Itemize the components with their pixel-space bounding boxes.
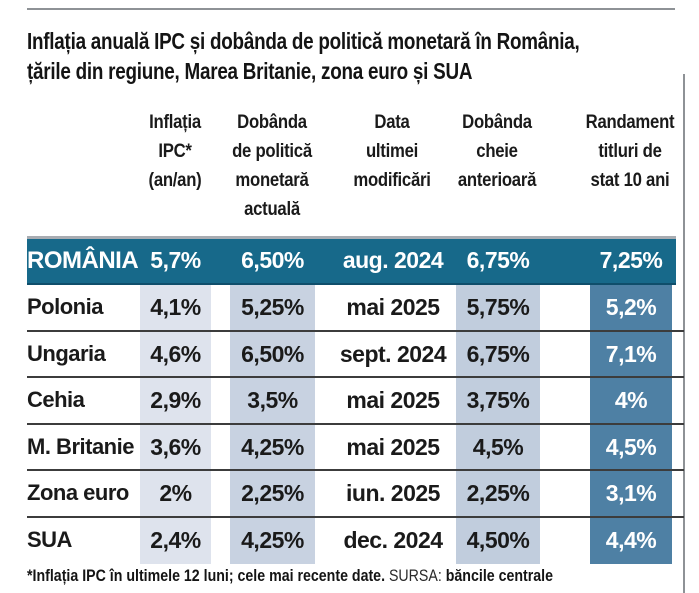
column-gap	[540, 518, 590, 565]
column-gap	[540, 378, 590, 423]
column-gap	[211, 239, 230, 283]
column-header-last-change: Data ultimei modificări	[353, 112, 431, 191]
column-gap	[315, 285, 330, 330]
table-row-ungaria: Ungaria 4,6% 6,50% sept. 2024 6,75% 7,1%	[27, 331, 684, 378]
column-gap	[211, 285, 230, 330]
column-gap	[672, 471, 684, 516]
chart-title: Inflația anuală IPC și dobânda de politi…	[27, 26, 667, 86]
right-border-rule	[683, 74, 685, 593]
cell-prev-rate: 6,75%	[456, 331, 540, 376]
column-gap	[315, 425, 330, 470]
cell-last-change: mai 2025	[346, 433, 440, 460]
cell-yield-10y: 7,25%	[599, 247, 663, 273]
cell-policy-rate: 6,50%	[230, 331, 315, 376]
cell-country: M. Britanie	[27, 433, 134, 459]
table-row-sua: SUA 2,4% 4,25% dec. 2024 4,50% 4,4%	[27, 517, 684, 565]
top-rule	[27, 8, 675, 10]
column-gap	[211, 518, 230, 565]
cell-yield-10y: 7,1%	[590, 331, 672, 376]
column-gap	[315, 518, 330, 565]
column-gap	[540, 239, 590, 283]
cell-country: Cehia	[27, 387, 85, 412]
column-header-inflation: Inflația IPC* (an/an)	[148, 112, 202, 191]
cell-policy-rate: 5,25%	[230, 285, 315, 330]
cell-policy-rate: 2,25%	[230, 471, 315, 516]
footnote: *Inflația IPC în ultimele 12 luni; cele …	[27, 564, 698, 588]
cell-country: Zona euro	[27, 480, 129, 505]
column-header-yield-10y: Randament titluri de stat 10 ani	[585, 112, 675, 191]
column-header-prev-rate: Dobânda cheie anterioară	[457, 112, 537, 191]
table-row-romania: ROMÂNIA 5,7% 6,50% aug. 2024 6,75% 7,25%	[27, 236, 676, 285]
column-gap	[540, 471, 590, 516]
cell-yield-10y: 4,4%	[590, 517, 672, 564]
column-gap	[540, 425, 590, 470]
cell-yield-10y: 5,2%	[590, 285, 672, 330]
cell-yield-10y: 3,1%	[590, 471, 672, 516]
column-gap	[315, 471, 330, 516]
source-label: SURSA:	[385, 567, 446, 585]
cell-yield-10y: 4,5%	[590, 424, 672, 469]
cell-prev-rate: 4,50%	[456, 517, 540, 564]
cell-country: Polonia	[27, 294, 103, 319]
column-gap	[540, 285, 590, 330]
cell-inflation: 5,7%	[150, 247, 201, 273]
cell-prev-rate: 5,75%	[456, 285, 540, 330]
chart-title-line-1: Inflația anuală IPC și dobânda de politi…	[27, 28, 580, 54]
cell-inflation: 4,6%	[140, 331, 211, 376]
column-gap	[315, 378, 330, 423]
column-gap	[211, 332, 230, 377]
cell-policy-rate: 6,50%	[241, 247, 304, 273]
column-gap	[672, 332, 684, 377]
column-header-policy-rate: Dobânda de politică monetară actuală	[232, 112, 312, 220]
source-value: băncile centrale	[445, 567, 554, 585]
column-gap	[540, 332, 590, 377]
column-gap	[672, 518, 684, 565]
table-row-zona-euro: Zona euro 2% 2,25% iun. 2025 2,25% 3,1%	[27, 471, 684, 518]
cell-last-change: sept. 2024	[339, 340, 447, 367]
cell-last-change: aug. 2024	[342, 247, 444, 273]
table-row-cehia: Cehia 2,9% 3,5% mai 2025 3,75% 4%	[27, 378, 684, 425]
column-gap	[211, 378, 230, 423]
table-row-polonia: Polonia 4,1% 5,25% mai 2025 5,75% 5,2%	[27, 285, 684, 332]
cell-inflation: 2,4%	[140, 517, 211, 564]
data-table: ROMÂNIA 5,7% 6,50% aug. 2024 6,75% 7,25%…	[27, 236, 684, 564]
column-gap	[672, 285, 684, 330]
cell-last-change: dec. 2024	[343, 526, 443, 553]
cell-country: SUA	[27, 526, 72, 552]
column-gap	[211, 425, 230, 470]
cell-prev-rate: 4,5%	[456, 424, 540, 469]
cell-prev-rate: 2,25%	[456, 471, 540, 516]
cell-last-change: mai 2025	[346, 387, 440, 413]
cell-policy-rate: 3,5%	[230, 378, 315, 423]
cell-policy-rate: 4,25%	[230, 424, 315, 469]
cell-inflation: 2,9%	[140, 378, 211, 423]
table-row-m-britanie: M. Britanie 3,6% 4,25% mai 2025 4,5% 4,5…	[27, 424, 684, 471]
cell-last-change: mai 2025	[346, 294, 440, 320]
footnote-note: *Inflația IPC în ultimele 12 luni; cele …	[27, 567, 386, 585]
column-gap	[315, 332, 330, 377]
cell-country: ROMÂNIA	[27, 247, 139, 274]
cell-inflation: 3,6%	[140, 424, 211, 469]
cell-inflation: 2%	[140, 471, 211, 516]
cell-prev-rate: 3,75%	[456, 378, 540, 423]
cell-yield-10y: 4%	[590, 378, 672, 423]
cell-inflation: 4,1%	[140, 285, 211, 330]
cell-policy-rate: 4,25%	[230, 517, 315, 564]
cell-last-change: iun. 2025	[346, 480, 440, 506]
cell-country: Ungaria	[27, 340, 106, 366]
column-gap	[672, 425, 684, 470]
cell-prev-rate: 6,75%	[466, 247, 530, 273]
chart-title-line-2: țările din regiune, Marea Britanie, zona…	[27, 58, 473, 84]
column-gap	[211, 471, 230, 516]
column-gap	[672, 378, 684, 423]
column-gap	[315, 239, 330, 283]
